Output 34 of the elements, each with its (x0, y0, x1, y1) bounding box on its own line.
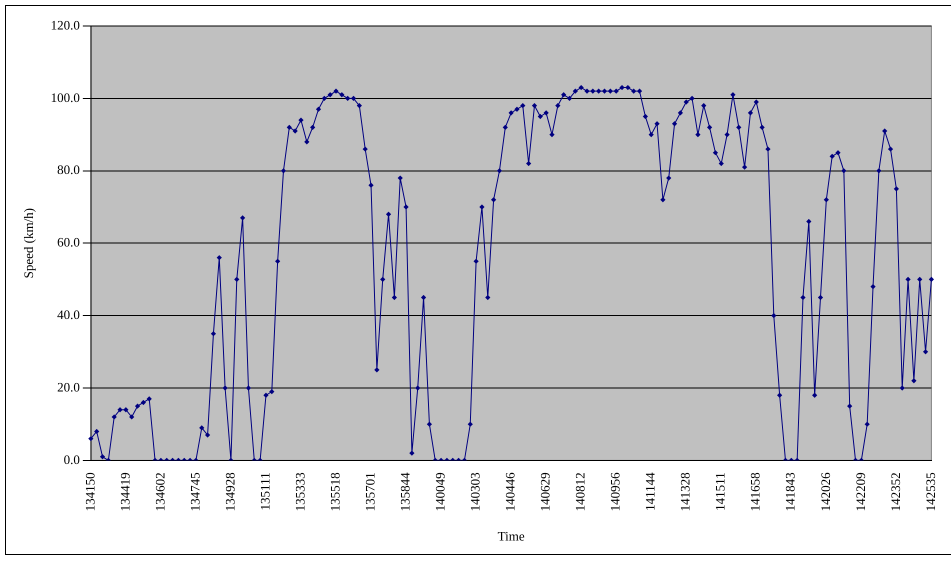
x-tick-label: 141511 (712, 472, 728, 511)
x-tick-label: 135844 (397, 472, 412, 512)
x-tick-label: 140629 (538, 472, 553, 512)
x-tick-label: 135111 (257, 472, 272, 510)
y-tick-label: 20.0 (57, 379, 80, 394)
x-tick-label: 135518 (327, 472, 342, 512)
y-tick-label: 80.0 (57, 162, 80, 178)
x-tick-label: 141658 (748, 472, 763, 512)
x-tick-label: 134150 (82, 472, 98, 512)
y-tick-label: 100.0 (50, 90, 80, 105)
x-tick-label: 142026 (818, 472, 833, 512)
y-tick-label: 60.0 (57, 234, 80, 250)
x-tick-label: 141328 (678, 472, 693, 512)
y-tick-label: 120.0 (50, 17, 80, 32)
x-tick-label: 134419 (117, 472, 132, 512)
x-tick-label: 135701 (362, 472, 378, 512)
x-tick-label: 140049 (432, 472, 448, 512)
x-tick-label: 142209 (852, 472, 868, 512)
x-tick-label: 142352 (888, 472, 903, 512)
x-tick-label: 135333 (292, 472, 308, 512)
x-tick-label: 134745 (187, 472, 202, 512)
x-tick-label: 134928 (222, 472, 238, 512)
x-tick-label: 140303 (468, 472, 483, 512)
y-tick-label: 40.0 (57, 307, 80, 322)
x-tick-label: 141144 (642, 472, 658, 511)
x-axis-title: Time (498, 528, 525, 544)
x-tick-label: 140446 (502, 472, 518, 512)
x-tick-label: 140812 (572, 472, 588, 512)
x-tick-label: 141843 (782, 472, 798, 512)
x-tick-label: 140956 (608, 472, 623, 512)
x-tick-label: 134602 (152, 472, 168, 512)
y-axis-title: Speed (km/h) (21, 208, 36, 278)
y-tick-label: 0.0 (64, 452, 80, 467)
x-tick-label: 142535 (922, 472, 938, 512)
